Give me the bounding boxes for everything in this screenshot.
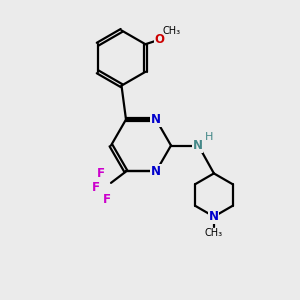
Text: N: N xyxy=(151,113,161,126)
Text: N: N xyxy=(151,165,161,178)
Text: N: N xyxy=(209,210,219,223)
Text: CH₃: CH₃ xyxy=(205,228,223,239)
Text: N: N xyxy=(192,139,203,152)
Text: F: F xyxy=(97,167,105,180)
Text: O: O xyxy=(154,33,164,46)
Text: H: H xyxy=(205,132,213,142)
Text: F: F xyxy=(92,182,100,194)
Text: CH₃: CH₃ xyxy=(162,26,181,36)
Text: F: F xyxy=(103,194,110,206)
